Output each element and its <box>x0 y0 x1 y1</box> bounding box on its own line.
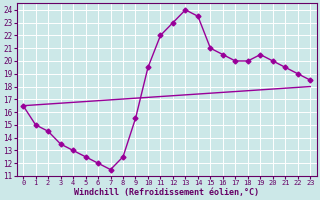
X-axis label: Windchill (Refroidissement éolien,°C): Windchill (Refroidissement éolien,°C) <box>74 188 259 197</box>
